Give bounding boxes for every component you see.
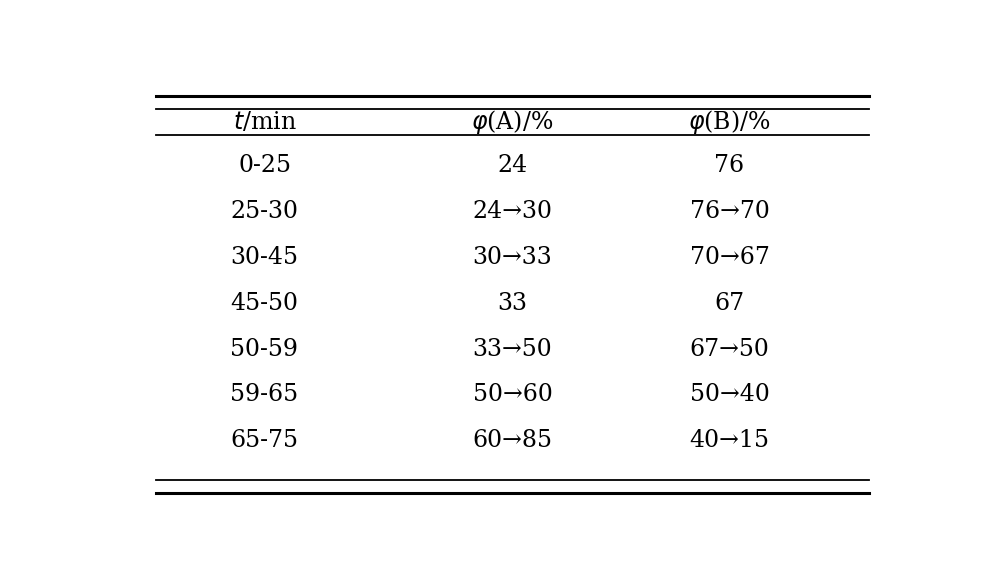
Text: 0-25: 0-25 (238, 155, 291, 178)
Text: 65-75: 65-75 (230, 429, 298, 452)
Text: 76: 76 (714, 155, 745, 178)
Text: 33→50: 33→50 (473, 337, 552, 361)
Text: $\varphi$(B)/%: $\varphi$(B)/% (688, 109, 771, 136)
Text: 24: 24 (497, 155, 528, 178)
Text: 30→33: 30→33 (473, 246, 552, 269)
Text: $\it{t}$/min: $\it{t}$/min (233, 110, 296, 134)
Text: 40→15: 40→15 (690, 429, 770, 452)
Text: 50-59: 50-59 (230, 337, 298, 361)
Text: 67→50: 67→50 (690, 337, 769, 361)
Text: 50→40: 50→40 (690, 383, 769, 406)
Text: 25-30: 25-30 (230, 200, 298, 223)
Text: 45-50: 45-50 (230, 291, 298, 315)
Text: 30-45: 30-45 (230, 246, 298, 269)
Text: 76→70: 76→70 (690, 200, 769, 223)
Text: 59-65: 59-65 (230, 383, 299, 406)
Text: 60→85: 60→85 (473, 429, 552, 452)
Text: $\varphi$(A)/%: $\varphi$(A)/% (471, 109, 554, 136)
Text: 33: 33 (498, 291, 528, 315)
Text: 50→60: 50→60 (473, 383, 552, 406)
Text: 70→67: 70→67 (690, 246, 769, 269)
Text: 24→30: 24→30 (473, 200, 552, 223)
Text: 67: 67 (714, 291, 745, 315)
